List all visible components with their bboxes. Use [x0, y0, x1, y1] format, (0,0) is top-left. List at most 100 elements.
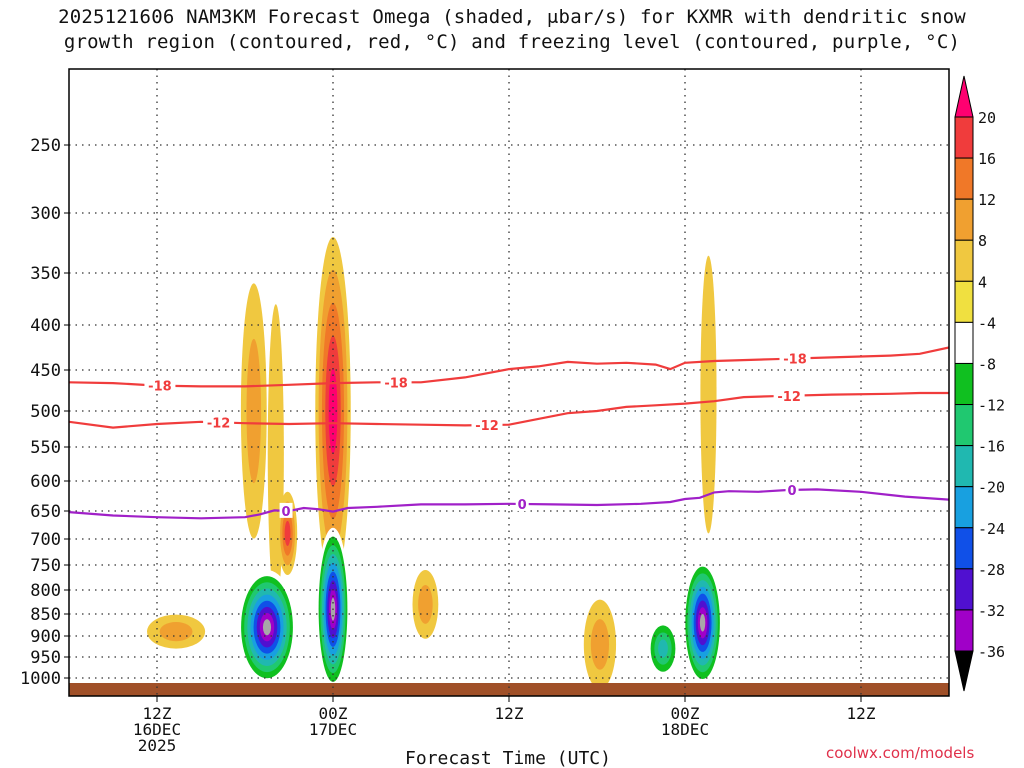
x-tick-label: 2025	[138, 736, 177, 755]
y-tick-label-900: 900	[30, 627, 61, 647]
colorbar-bin	[954, 116, 974, 159]
contour-line-0	[69, 488, 949, 520]
colorbar: 20 16 12 8 4 -4 -8 -12 -16 -20 -24 -28 -32 -36	[954, 75, 1005, 692]
colorbar-label-12: 12	[978, 191, 996, 209]
credit-link[interactable]: coolwx.com/models	[826, 744, 975, 762]
contour-label-bg	[779, 350, 811, 366]
colorbar-label--32: -32	[978, 602, 1005, 620]
contour-label--12: -12	[207, 416, 231, 431]
colorbar-bin	[954, 609, 974, 652]
contour-label--12: -12	[777, 390, 801, 405]
y-tick-label-750: 750	[30, 556, 61, 576]
y-tick-label-350: 350	[30, 264, 61, 284]
gridlines	[69, 69, 949, 696]
omega-feature-10	[583, 599, 617, 690]
contour-line--12	[69, 391, 949, 429]
omega-shade-level	[699, 613, 706, 632]
y-tick-label-550: 550	[30, 438, 61, 458]
colorbar-bin	[954, 445, 974, 488]
contour-label-bg	[203, 414, 235, 430]
y-tick-label-300: 300	[30, 204, 61, 224]
colorbar-label-16: 16	[978, 150, 996, 168]
contour-label-bg	[279, 502, 293, 518]
y-tick-label-950: 950	[30, 648, 61, 668]
x-axis-title: Forecast Time (UTC)	[405, 748, 611, 768]
x-tick-label: 12Z	[495, 704, 524, 723]
colorbar-label--36: -36	[978, 643, 1005, 661]
y-tick-label-700: 700	[30, 530, 61, 550]
temperature-contours: -18 -18 -18 -12 -12 -12 0 0 0	[69, 346, 949, 520]
x-tick-label: 16DEC	[133, 720, 181, 739]
colorbar-bin	[954, 321, 974, 364]
omega-feature-12	[147, 614, 206, 649]
x-tick-label: 12Z	[143, 704, 172, 723]
contour-label-0: 0	[788, 484, 797, 499]
colorbar-label-4: 4	[978, 273, 987, 291]
colorbar-bin	[954, 486, 974, 529]
omega-shade-level	[658, 639, 668, 658]
x-tick-label: 00Z	[319, 704, 348, 723]
colorbar-bin	[954, 280, 974, 323]
contour-label-bg	[380, 374, 412, 390]
contour-label--18: -18	[783, 353, 807, 368]
colorbar-label--20: -20	[978, 479, 1005, 497]
colorbar-label--24: -24	[978, 520, 1005, 538]
y-tick-label-650: 650	[30, 502, 61, 522]
axes: 2503003504004505005506006507007508008509…	[20, 136, 876, 755]
colorbar-bin	[954, 404, 974, 447]
contour-label-bg	[515, 495, 529, 511]
y-tick-label-1000: 1000	[20, 669, 61, 689]
colorbar-label--16: -16	[978, 438, 1005, 456]
contour-label-bg	[773, 387, 805, 403]
colorbar-bin	[954, 362, 974, 406]
omega-shading-layer	[147, 237, 722, 691]
chart-title-line-2: growth region (contoured, red, °C) and f…	[63, 31, 961, 53]
contour-label--18: -18	[148, 380, 172, 395]
chart-title-line-1: 2025121606 NAM3KM Forecast Omega (shaded…	[58, 6, 966, 28]
x-tick-label: 17DEC	[309, 720, 357, 739]
y-tick-label-400: 400	[30, 316, 61, 336]
colorbar-bottom-arrow	[954, 650, 974, 692]
colorbar-label--4: -4	[978, 314, 996, 332]
omega-feature-6	[237, 570, 297, 685]
omega-shade-level	[590, 619, 610, 670]
omega-shade-level	[246, 338, 262, 484]
omega-feature-9	[646, 618, 680, 679]
contour-label-0: 0	[518, 498, 527, 513]
colorbar-top-arrow	[954, 75, 974, 118]
y-tick-label-250: 250	[30, 136, 61, 156]
omega-shade-level	[418, 584, 433, 624]
colorbar-bin	[954, 239, 974, 282]
omega-feature-8	[683, 559, 722, 686]
colorbar-label--8: -8	[978, 355, 996, 373]
colorbar-bin	[954, 568, 974, 611]
y-tick-label-850: 850	[30, 605, 61, 625]
omega-feature-11	[412, 570, 439, 639]
x-tick-label: 12Z	[847, 704, 876, 723]
colorbar-label-8: 8	[978, 232, 987, 250]
omega-shade-level	[159, 621, 193, 642]
contour-label-bg	[471, 417, 503, 433]
contour-label--18: -18	[384, 376, 408, 391]
omega-feature-1	[240, 283, 267, 539]
x-tick-label: 00Z	[671, 704, 700, 723]
contour-label-bg	[785, 481, 799, 497]
omega-shade-level	[284, 520, 291, 546]
colorbar-bin	[954, 157, 974, 200]
x-tick-label: 18DEC	[661, 720, 709, 739]
contour-label-0: 0	[282, 505, 291, 520]
colorbar-label--28: -28	[978, 561, 1005, 579]
colorbar-label-20: 20	[978, 109, 996, 127]
colorbar-label--12: -12	[978, 397, 1005, 415]
omega-shade-level	[262, 619, 272, 636]
ground-terrain-band	[69, 683, 949, 696]
omega-feature-3	[315, 237, 351, 585]
colorbar-bin	[954, 527, 974, 570]
colorbar-bin	[954, 198, 974, 241]
omega-shade-level	[328, 368, 338, 454]
y-tick-label-800: 800	[30, 581, 61, 601]
contour-label--12: -12	[475, 419, 499, 434]
y-tick-label-500: 500	[30, 402, 61, 422]
y-tick-label-600: 600	[30, 472, 61, 492]
